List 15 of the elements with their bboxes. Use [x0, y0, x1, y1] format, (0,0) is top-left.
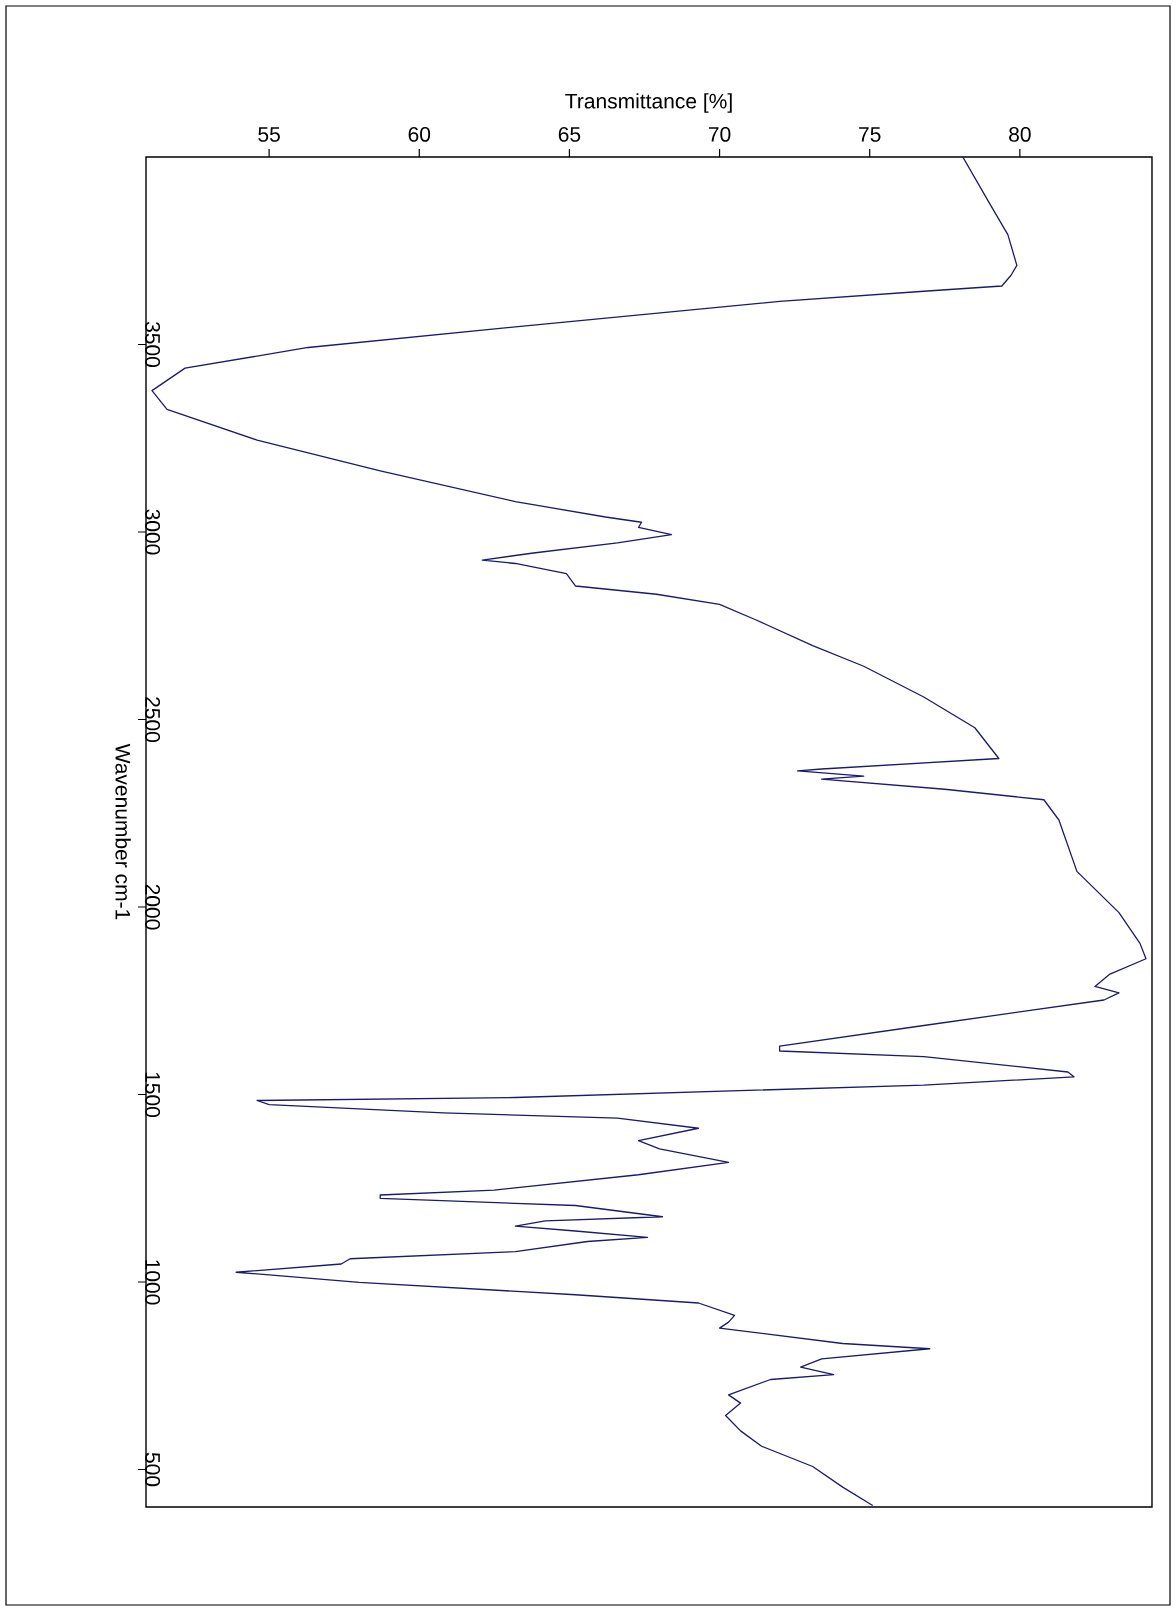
x-tick-label: 80	[1009, 126, 1031, 142]
x-tick-label: 75	[859, 127, 881, 142]
y-tick-label: 500	[145, 1452, 161, 1487]
x-tick-label: 60	[408, 126, 431, 142]
x-tick-label: 65	[558, 126, 581, 142]
x-axis-title: Transmittance [%]	[565, 93, 732, 113]
x-tick-label: 55	[258, 127, 280, 142]
y-tick-label: 2500	[145, 697, 161, 743]
y-tick-label: 1000	[145, 1260, 161, 1305]
x-tick-label: 70	[708, 126, 731, 142]
y-tick-label: 3000	[145, 509, 161, 555]
y-axis-title: Wavenumber cm-1	[115, 743, 131, 920]
y-tick-label: 2000	[145, 884, 161, 930]
y-tick-label: 3500	[145, 321, 161, 368]
y-tick-label: 1500	[145, 1072, 161, 1118]
